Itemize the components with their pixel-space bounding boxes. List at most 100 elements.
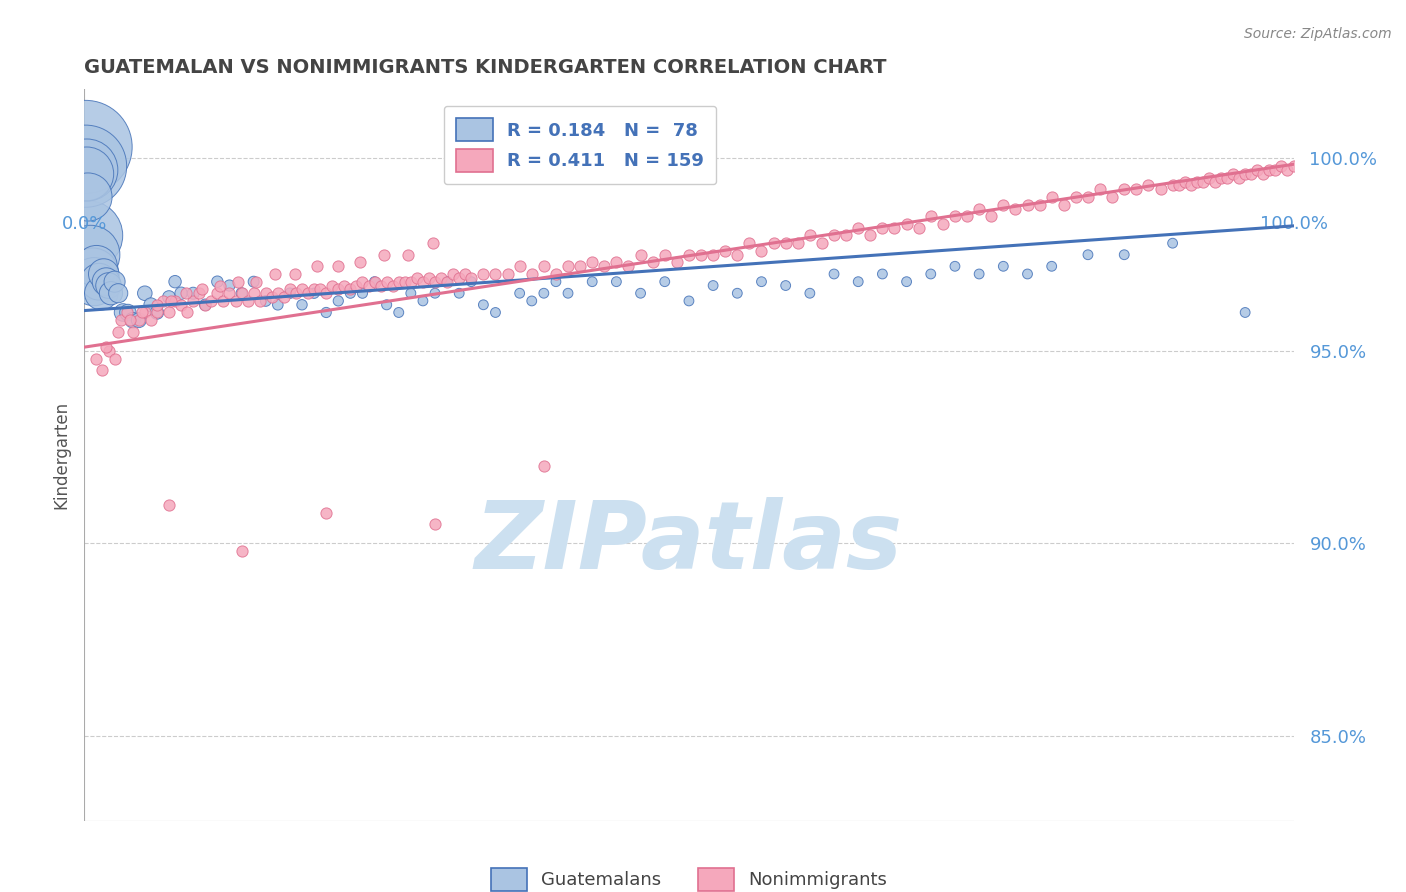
Y-axis label: Kindergarten: Kindergarten — [52, 401, 70, 509]
Point — [75, 159, 97, 173]
Point — [291, 282, 314, 296]
Point — [170, 286, 193, 301]
Point — [775, 278, 797, 293]
Point — [77, 190, 100, 204]
Point — [441, 267, 464, 281]
Point — [146, 305, 169, 319]
Point — [363, 275, 385, 289]
Point — [115, 305, 138, 319]
Point — [107, 286, 129, 301]
Point — [1209, 170, 1232, 185]
Point — [242, 286, 264, 301]
Point — [406, 270, 429, 285]
Point — [1234, 305, 1257, 319]
Point — [1064, 190, 1087, 204]
Point — [423, 286, 446, 301]
Point — [315, 506, 337, 520]
Point — [121, 325, 143, 339]
Point — [79, 248, 101, 262]
Point — [160, 293, 183, 308]
Point — [1174, 175, 1197, 189]
Point — [1149, 182, 1171, 196]
Point — [394, 275, 416, 289]
Point — [267, 298, 290, 312]
Point — [297, 286, 319, 301]
Point — [242, 275, 264, 289]
Point — [738, 236, 761, 251]
Point — [557, 286, 579, 301]
Point — [630, 248, 652, 262]
Point — [260, 290, 283, 304]
Point — [208, 278, 231, 293]
Point — [980, 209, 1002, 223]
Point — [146, 298, 169, 312]
Point — [328, 293, 350, 308]
Point — [1270, 159, 1292, 173]
Point — [423, 517, 446, 532]
Point — [117, 305, 139, 319]
Point — [97, 278, 120, 293]
Point — [87, 275, 110, 289]
Point — [520, 293, 543, 308]
Point — [236, 293, 259, 308]
Point — [231, 286, 253, 301]
Point — [163, 275, 186, 289]
Text: GUATEMALAN VS NONIMMIGRANTS KINDERGARTEN CORRELATION CHART: GUATEMALAN VS NONIMMIGRANTS KINDERGARTEN… — [84, 57, 887, 77]
Point — [823, 267, 845, 281]
Point — [305, 260, 328, 274]
Point — [139, 298, 162, 312]
Point — [1222, 167, 1244, 181]
Point — [678, 248, 700, 262]
Point — [339, 282, 361, 296]
Point — [226, 275, 249, 289]
Point — [373, 248, 395, 262]
Point — [86, 351, 108, 366]
Point — [1077, 190, 1099, 204]
Point — [1161, 178, 1184, 193]
Point — [128, 313, 150, 327]
Point — [254, 286, 277, 301]
Point — [302, 282, 325, 296]
Text: ZIPatlas: ZIPatlas — [475, 497, 903, 589]
Point — [896, 217, 918, 231]
Point — [533, 286, 555, 301]
Point — [943, 209, 966, 223]
Point — [907, 220, 929, 235]
Point — [333, 278, 356, 293]
Point — [163, 293, 186, 308]
Point — [993, 197, 1015, 211]
Point — [321, 278, 343, 293]
Point — [328, 260, 350, 274]
Point — [77, 228, 100, 243]
Point — [714, 244, 737, 258]
Point — [1282, 159, 1305, 173]
Point — [460, 270, 482, 285]
Point — [956, 209, 979, 223]
Point — [181, 293, 204, 308]
Point — [654, 275, 676, 289]
Point — [139, 313, 162, 327]
Point — [1251, 167, 1274, 181]
Point — [967, 202, 990, 216]
Point — [617, 260, 640, 274]
Point — [665, 255, 688, 269]
Point — [1004, 202, 1026, 216]
Point — [375, 275, 398, 289]
Point — [249, 293, 271, 308]
Text: Source: ZipAtlas.com: Source: ZipAtlas.com — [1244, 27, 1392, 41]
Point — [896, 275, 918, 289]
Point — [883, 220, 905, 235]
Point — [86, 260, 108, 274]
Point — [291, 298, 314, 312]
Point — [76, 167, 98, 181]
Point — [225, 293, 247, 308]
Point — [218, 278, 240, 293]
Text: 0.0%: 0.0% — [62, 215, 107, 233]
Point — [218, 286, 240, 301]
Point — [146, 305, 169, 319]
Point — [1161, 236, 1184, 251]
Point — [157, 498, 180, 512]
Point — [702, 248, 724, 262]
Point — [1192, 175, 1215, 189]
Legend: Guatemalans, Nonimmigrants: Guatemalans, Nonimmigrants — [482, 859, 896, 892]
